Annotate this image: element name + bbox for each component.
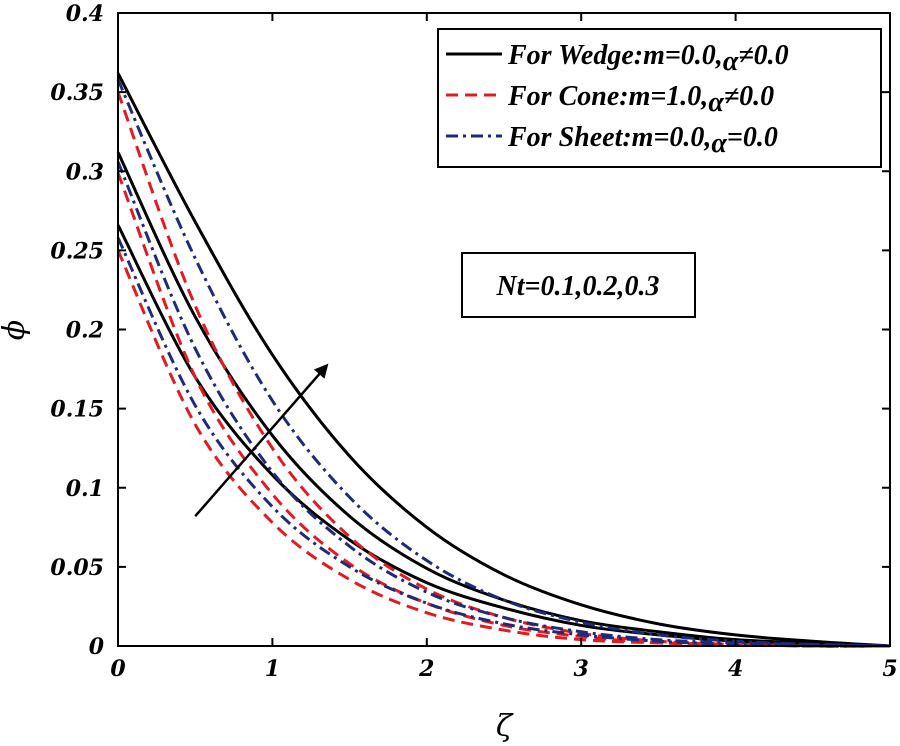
y-tick-label: 0.3 bbox=[66, 159, 104, 185]
series-line-wedge-2 bbox=[116, 151, 891, 648]
y-tick-label: 0.1 bbox=[66, 476, 104, 502]
series-line-sheet-1 bbox=[116, 237, 891, 648]
increase-arrow bbox=[194, 363, 329, 518]
y-tick-label: 0.05 bbox=[50, 555, 104, 581]
curves-layer bbox=[116, 72, 891, 648]
series-line-wedge-3 bbox=[116, 72, 891, 648]
nt-annotation-box bbox=[461, 252, 696, 318]
nt-annotation-text: Nt=0.1,0.2,0.3 bbox=[496, 271, 660, 302]
x-tick-label: 2 bbox=[418, 656, 434, 682]
x-tick-label: 4 bbox=[728, 656, 743, 682]
y-tick-label: 0 bbox=[89, 634, 105, 660]
legend-label-3: For Sheet:m=0.0,α=0.0 bbox=[507, 122, 778, 159]
y-tick-label: 0.15 bbox=[50, 397, 104, 423]
y-tick-label: 0.4 bbox=[66, 1, 104, 27]
x-axis-title: ζ bbox=[496, 709, 514, 744]
series-line-cone-1 bbox=[116, 249, 891, 648]
x-tick-label: 0 bbox=[110, 656, 126, 682]
series-line-sheet-2 bbox=[116, 161, 891, 648]
y-tick-label: 0.35 bbox=[50, 80, 104, 106]
y-axis-title: ϕ bbox=[0, 320, 32, 340]
legend-label-1: For Wedge:m=0.0,α≠0.0 bbox=[507, 40, 789, 77]
series-line-cone-2 bbox=[116, 172, 891, 648]
x-tick-label: 5 bbox=[882, 656, 897, 682]
x-tick-label: 3 bbox=[574, 656, 589, 682]
y-tick-label: 0.25 bbox=[50, 238, 104, 264]
y-tick-label: 0.2 bbox=[66, 318, 104, 344]
series-line-cone-3 bbox=[116, 91, 891, 648]
x-tick-label: 1 bbox=[265, 656, 280, 682]
nt-annotation: Nt=0.1,0.2,0.3 bbox=[461, 252, 696, 318]
legend: For Wedge:m=0.0,α≠0.0 For Cone:m=1.0,α≠0.… bbox=[437, 28, 882, 168]
series-line-sheet-3 bbox=[116, 78, 891, 648]
tick-labels-layer: 0 1 2 3 4 5 0 0.05 0.1 0.15 0.2 0.25 0.3 0.35 0.4 bbox=[50, 1, 897, 682]
ticks-layer bbox=[117, 12, 891, 647]
legend-label-2: For Cone:m=1.0,α≠0.0 bbox=[507, 81, 774, 118]
legend-box bbox=[437, 28, 882, 168]
